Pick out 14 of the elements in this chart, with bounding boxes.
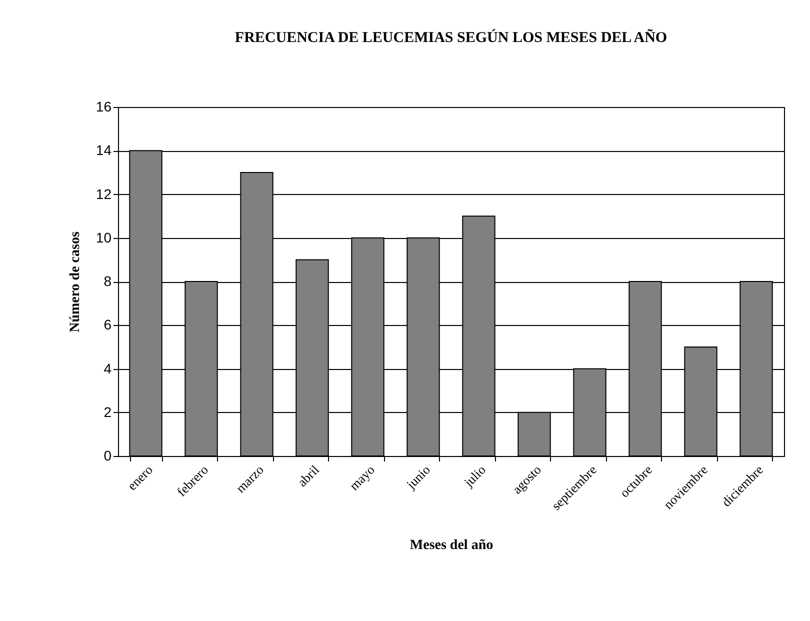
y-tick-label: 12 [96,186,112,202]
y-axis-title: Número de casos [68,231,83,332]
x-tick-label: abril [294,462,322,490]
y-tick-label: 0 [104,448,112,464]
y-tick-label: 8 [104,273,112,289]
x-tick-label: julio [460,462,488,490]
y-tick-label: 14 [96,142,112,158]
y-tick-label: 10 [96,229,112,246]
x-axis-title: Meses del año [410,538,494,554]
y-tick-label: 2 [104,404,112,420]
y-tick-label: 16 [96,98,112,114]
y-tick-label: 4 [104,360,112,376]
y-tick-label: 6 [104,316,112,333]
chart-title: FRECUENCIA DE LEUCEMIAS SEGÚN LOS MESES DEL AÑO [234,29,668,46]
